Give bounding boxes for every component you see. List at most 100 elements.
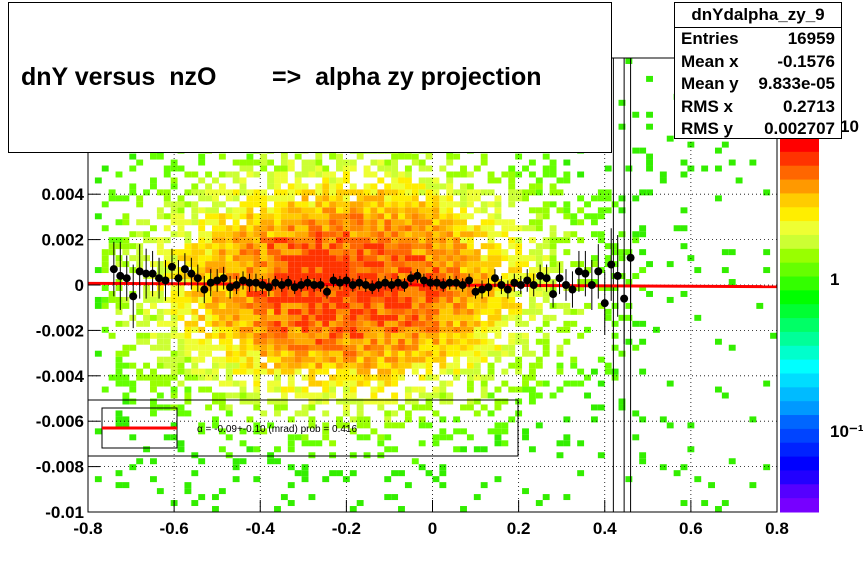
heatmap-cell — [287, 320, 295, 327]
heatmap-cell — [301, 296, 309, 303]
heatmap-cell — [480, 356, 488, 363]
heatmap-cell — [728, 344, 736, 351]
heatmap-cell — [487, 213, 495, 220]
heatmap-cell — [218, 356, 226, 363]
heatmap-cell — [287, 219, 295, 226]
heatmap-cell — [342, 368, 350, 375]
heatmap-cell — [466, 213, 474, 220]
heatmap-cell — [432, 476, 440, 483]
heatmap-cell — [150, 344, 157, 351]
heatmap-cell — [480, 380, 488, 387]
heatmap-cell — [515, 308, 523, 315]
heatmap-cell — [170, 368, 178, 375]
heatmap-cell — [528, 302, 536, 309]
heatmap-cell — [246, 189, 254, 196]
heatmap-cell — [439, 314, 447, 321]
heatmap-cell — [274, 177, 281, 184]
heatmap-cell — [398, 273, 405, 280]
heatmap-cell — [274, 201, 281, 208]
heatmap-cell — [404, 201, 412, 208]
heatmap-cell — [563, 171, 571, 178]
heatmap-cell — [549, 231, 557, 238]
heatmap-cell — [170, 290, 178, 297]
heatmap-cell — [432, 434, 440, 441]
heatmap-cell — [184, 189, 192, 196]
profile-point — [465, 276, 474, 285]
heatmap-cell — [370, 386, 378, 393]
heatmap-cell — [336, 416, 343, 423]
heatmap-cell — [466, 338, 474, 345]
heatmap-cell — [535, 243, 543, 250]
heatmap-cell — [370, 296, 378, 303]
heatmap-cell — [487, 314, 495, 321]
heatmap-cell — [294, 261, 302, 268]
heatmap-cell — [322, 171, 330, 178]
heatmap-cell — [191, 296, 199, 303]
heatmap-cell — [625, 302, 633, 309]
heatmap-cell — [336, 267, 343, 274]
heatmap-cell — [225, 308, 233, 315]
heatmap-cell — [349, 332, 357, 339]
heatmap-cell — [453, 225, 461, 232]
heatmap-cell — [542, 201, 550, 208]
heatmap-cell — [501, 255, 509, 262]
heatmap-cell — [129, 344, 137, 351]
heatmap-cell — [198, 219, 206, 226]
heatmap-cell — [274, 261, 281, 268]
heatmap-cell — [618, 99, 626, 106]
heatmap-cell — [267, 332, 275, 339]
heatmap-cell — [460, 296, 467, 303]
heatmap-cell — [225, 314, 233, 321]
heatmap-cell — [473, 296, 481, 303]
heatmap-cell — [322, 195, 330, 202]
heatmap-cell — [556, 326, 564, 333]
heatmap-cell — [363, 320, 371, 327]
heatmap-cell — [542, 350, 550, 357]
heatmap-cell — [460, 255, 467, 262]
heatmap-cell — [556, 302, 564, 309]
heatmap-cell — [115, 410, 123, 417]
heatmap-cell — [322, 273, 330, 280]
heatmap-cell — [604, 189, 612, 196]
heatmap-cell — [528, 225, 536, 232]
heatmap-cell — [391, 332, 399, 339]
heatmap-cell — [466, 225, 474, 232]
heatmap-cell — [191, 470, 199, 477]
heatmap-cell — [150, 261, 157, 268]
heatmap-cell — [542, 243, 550, 250]
heatmap-cell — [453, 374, 461, 381]
heatmap-cell — [177, 302, 185, 309]
heatmap-cell — [528, 446, 536, 453]
heatmap-cell — [308, 165, 316, 172]
heatmap-cell — [501, 344, 509, 351]
heatmap-cell — [212, 285, 219, 291]
heatmap-cell — [597, 404, 605, 411]
heatmap-cell — [212, 255, 219, 262]
heatmap-cell — [156, 380, 164, 387]
heatmap-cell — [170, 326, 178, 333]
heatmap-cell — [308, 189, 316, 196]
heatmap-cell — [315, 368, 323, 375]
heatmap-cell — [377, 231, 385, 238]
heatmap-cell — [494, 320, 502, 327]
heatmap-cell — [205, 219, 213, 226]
heatmap-cell — [398, 374, 405, 381]
heatmap-cell — [267, 350, 275, 357]
heatmap-cell — [308, 201, 316, 208]
heatmap-cell — [425, 302, 433, 309]
heatmap-cell — [274, 183, 281, 190]
heatmap-cell — [418, 243, 426, 250]
heatmap-cell — [487, 410, 495, 417]
heatmap-cell — [446, 344, 454, 351]
heatmap-cell — [446, 350, 454, 357]
heatmap-cell — [336, 249, 343, 256]
heatmap-cell — [391, 273, 399, 280]
heatmap-cell — [274, 237, 281, 244]
heatmap-cell — [280, 159, 288, 166]
heatmap-cell — [473, 285, 481, 291]
heatmap-cell — [329, 470, 337, 477]
heatmap-cell — [108, 189, 116, 196]
heatmap-cell — [404, 213, 412, 220]
heatmap-cell — [604, 314, 612, 321]
heatmap-cell — [439, 249, 447, 256]
